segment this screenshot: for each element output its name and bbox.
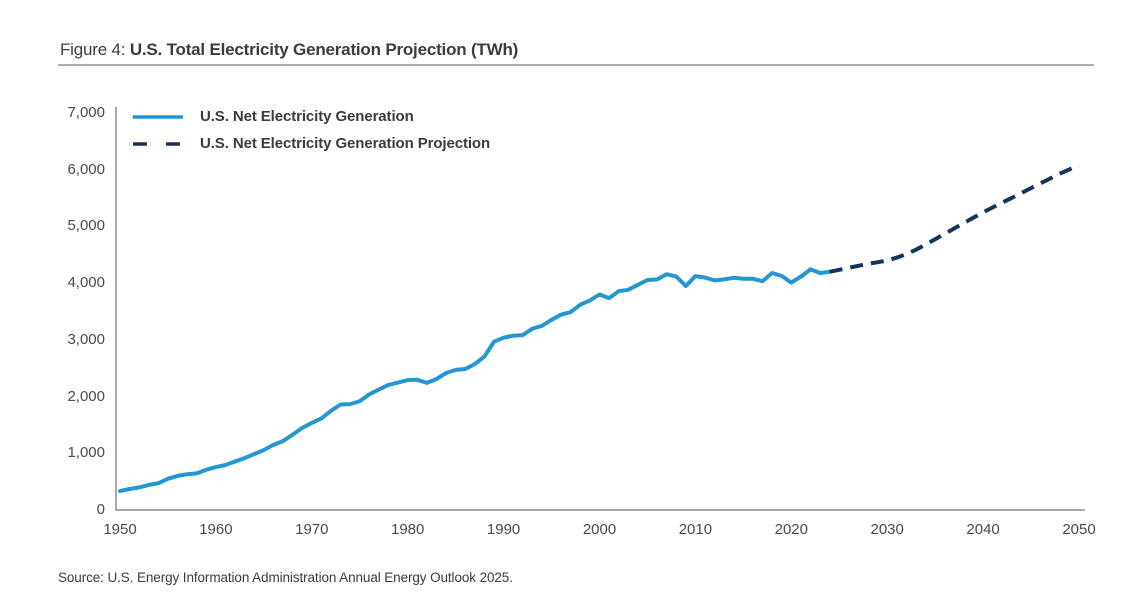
- figure-label: Figure 4:: [60, 40, 130, 59]
- source-note: Source: U.S. Energy Information Administ…: [58, 570, 513, 585]
- y-tick-label: 2,000: [67, 387, 105, 405]
- x-tick-label: 1980: [391, 521, 425, 538]
- y-tick-label: 0: [96, 501, 105, 518]
- y-tick-label: 5,000: [67, 217, 105, 235]
- x-tick-label: 1950: [103, 521, 137, 538]
- historical-line: [118, 267, 832, 494]
- x-tick-label: 2010: [678, 521, 713, 538]
- x-tick-label: 2040: [966, 521, 1000, 538]
- legend-item-projection: U.S. Net Electricity Generation Projecti…: [133, 130, 490, 157]
- x-tick-label: 2030: [870, 521, 904, 538]
- legend-label-historical: U.S. Net Electricity Generation: [200, 108, 414, 125]
- y-tick-label: 7,000: [67, 104, 105, 121]
- y-tick-label: 6,000: [67, 160, 105, 178]
- figure-title: Figure 4: U.S. Total Electricity Generat…: [60, 40, 518, 60]
- x-tick-label: 2020: [774, 521, 808, 538]
- y-tick-label: 1,000: [67, 444, 105, 462]
- projection-line: [829, 163, 1080, 274]
- legend-label-projection: U.S. Net Electricity Generation Projecti…: [200, 135, 491, 152]
- x-tick-label: 1970: [295, 521, 329, 538]
- x-tick-label: 1990: [486, 521, 521, 538]
- x-tick-label: 2000: [582, 521, 617, 538]
- figure-title-text: U.S. Total Electricity Generation Projec…: [129, 40, 519, 59]
- title-rule: [58, 64, 1094, 66]
- legend: U.S. Net Electricity Generation U.S. Net…: [133, 103, 490, 157]
- legend-item-historical: U.S. Net Electricity Generation: [133, 103, 490, 130]
- dashed-line-swatch-icon: [133, 141, 183, 146]
- x-tick-label: 1960: [199, 521, 233, 538]
- y-tick-label: 3,000: [67, 330, 105, 348]
- x-tick-label: 2050: [1062, 521, 1096, 538]
- y-tick-label: 4,000: [67, 274, 105, 292]
- solid-line-swatch-icon: [133, 114, 183, 119]
